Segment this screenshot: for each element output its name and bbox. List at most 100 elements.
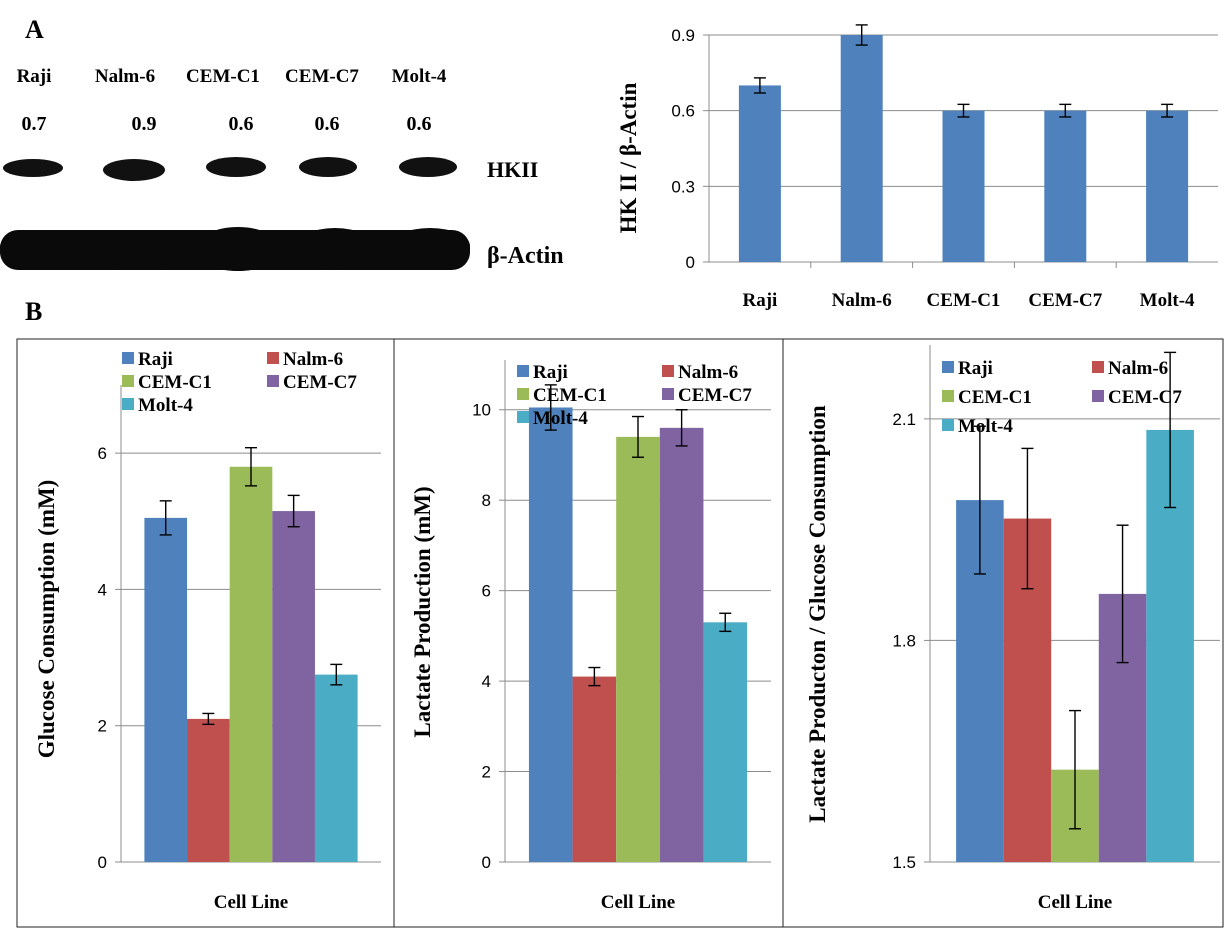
- y-tick-label: 0.9: [671, 26, 695, 45]
- y-tick-label: 0: [482, 853, 491, 872]
- chart-hk2_ratio: 0 0.3 0.6 0.9 HK II / β-Actin Raji Nalm-6 CEM-C…: [616, 24, 1218, 311]
- y-tick-label: 0.6: [671, 102, 695, 121]
- bar: [942, 110, 985, 263]
- legend-label: Nalm-6: [1108, 358, 1168, 379]
- y-tick-label: 2.1: [892, 410, 916, 429]
- legend-label: Molt-4: [533, 408, 588, 429]
- blot-band: [196, 227, 280, 271]
- chart-glucose: 0 2 4 6 Glucose Consumption (mM) Cell Line Raj…: [34, 349, 381, 913]
- legend-label: CEM-C7: [1108, 387, 1182, 408]
- lane-label: CEM-C1: [186, 66, 260, 87]
- lane-label: Raji: [17, 66, 52, 87]
- lane-value: 0.6: [315, 113, 340, 135]
- blot-band: [390, 228, 470, 264]
- y-tick-label: 2: [98, 717, 107, 736]
- bar: [1044, 110, 1087, 263]
- legend-swatch: [942, 419, 954, 431]
- y-tick-label: 0.3: [671, 177, 695, 196]
- band-label-hkii: HKII: [487, 157, 538, 182]
- legend-swatch: [662, 388, 674, 400]
- chart-lactate: 0 2 4 6 8 10 Lactate Production (mM) Cell Line R…: [410, 360, 771, 913]
- legend-swatch: [517, 365, 529, 377]
- y-axis-label: HK II / β-Actin: [616, 82, 641, 233]
- blot-band: [98, 230, 182, 270]
- bar: [528, 407, 573, 862]
- bar: [738, 85, 781, 262]
- bar: [272, 511, 315, 862]
- lane-label: CEM-C7: [285, 66, 359, 87]
- blot-band: [299, 157, 357, 177]
- legend-label: CEM-C1: [533, 385, 607, 406]
- panel-frame: [782, 338, 1224, 928]
- y-tick-label: 6: [98, 444, 107, 463]
- legend-swatch: [517, 388, 529, 400]
- y-tick-label: 4: [98, 580, 107, 599]
- y-tick-label: 1.8: [892, 631, 916, 650]
- band-label-actin: β-Actin: [487, 243, 564, 269]
- blot-lane-labels: Raji Nalm-6 CEM-C1 CEM-C7 Molt-4: [17, 66, 447, 87]
- legend-swatch: [942, 390, 954, 402]
- lane-value: 0.6: [407, 113, 432, 135]
- blot-band: [3, 159, 63, 177]
- legend-label: Raji: [533, 362, 568, 383]
- blot-lane-values: 0.7 0.9 0.6 0.6 0.6: [22, 113, 432, 135]
- legend-label: Raji: [138, 349, 173, 370]
- y-tick-label: 0: [98, 853, 107, 872]
- legend-swatch: [942, 361, 954, 373]
- blot-band: [206, 157, 266, 177]
- legend-label: CEM-C1: [958, 387, 1032, 408]
- y-axis-label: Lactate Producton / Glucose Consumption: [805, 405, 830, 823]
- legend-swatch: [517, 411, 529, 423]
- x-tick-label: Nalm-6: [832, 290, 892, 311]
- bar: [840, 35, 883, 262]
- blot-band: [295, 228, 375, 266]
- lane-value: 0.9: [132, 113, 157, 135]
- bar: [229, 466, 273, 862]
- blot-band: [0, 230, 68, 264]
- legend-swatch: [267, 352, 279, 364]
- bar: [144, 517, 188, 862]
- actin-blot: [0, 227, 470, 271]
- legend-swatch: [1092, 361, 1104, 373]
- bar: [703, 622, 748, 862]
- legend-swatch: [267, 375, 279, 387]
- y-tick-label: 4: [482, 672, 491, 691]
- bar: [314, 674, 358, 862]
- panel-b-label: B: [25, 297, 42, 326]
- x-axis-label: Cell Line: [1038, 892, 1112, 913]
- bar: [572, 676, 617, 862]
- legend-label: Molt-4: [958, 416, 1013, 437]
- legend-swatch: [122, 375, 134, 387]
- lane-value: 0.6: [229, 113, 254, 135]
- y-tick-label: 1.5: [892, 853, 916, 872]
- lane-value: 0.7: [22, 113, 47, 135]
- blot-band: [103, 159, 165, 181]
- x-tick-label: Raji: [742, 290, 777, 311]
- x-axis-label: Cell Line: [214, 892, 288, 913]
- legend-label: Raji: [958, 358, 993, 379]
- legend-label: CEM-C7: [678, 385, 752, 406]
- legend-swatch: [662, 365, 674, 377]
- y-tick-label: 8: [482, 491, 491, 510]
- legend-label: Nalm-6: [283, 349, 343, 370]
- y-tick-label: 2: [482, 763, 491, 782]
- y-axis-label: Lactate Production (mM): [410, 486, 435, 737]
- legend-label: Molt-4: [138, 395, 193, 416]
- legend-swatch: [1092, 390, 1104, 402]
- lane-label: Nalm-6: [95, 66, 155, 87]
- legend-label: CEM-C1: [138, 372, 212, 393]
- legend-swatch: [122, 352, 134, 364]
- blot-band: [399, 157, 457, 177]
- y-tick-label: 0: [686, 253, 695, 272]
- legend-label: CEM-C7: [283, 372, 357, 393]
- legend-swatch: [122, 398, 134, 410]
- y-tick-label: 6: [482, 582, 491, 601]
- bar: [659, 427, 704, 862]
- x-tick-label: CEM-C1: [927, 290, 1001, 311]
- x-tick-label: CEM-C7: [1028, 290, 1102, 311]
- bar: [187, 718, 230, 862]
- bar: [616, 436, 660, 862]
- x-axis-label: Cell Line: [601, 892, 675, 913]
